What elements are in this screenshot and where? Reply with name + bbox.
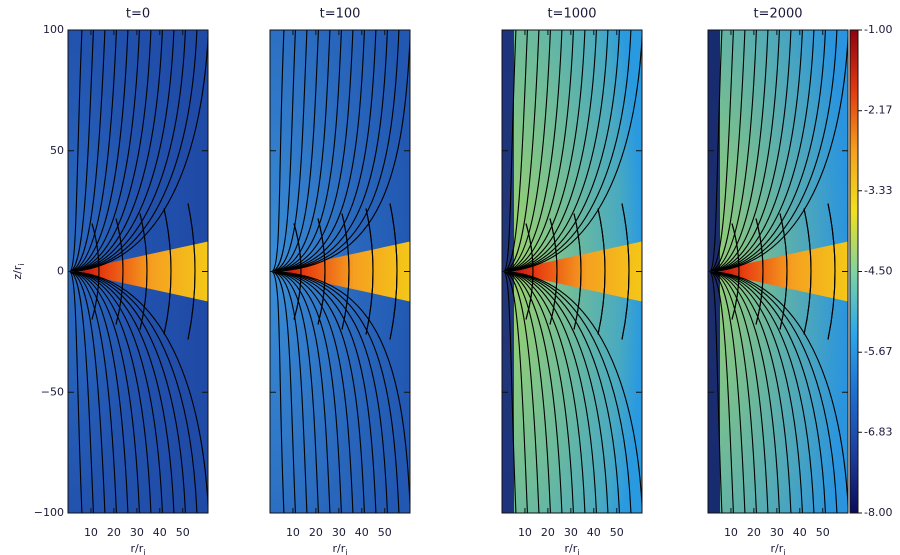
figure: t=01020304050r/ri−100−50050100z/rit=1001…	[0, 0, 900, 555]
x-tick-label: 10	[518, 526, 532, 539]
label-main: r/r	[771, 542, 784, 555]
panel	[708, 28, 849, 515]
panel	[502, 28, 643, 515]
x-tick-label: 30	[770, 526, 784, 539]
panel-title: t=0	[126, 7, 150, 22]
x-axis-label: r/ri	[333, 542, 348, 555]
x-axis-label: r/ri	[131, 542, 146, 555]
panel-title: t=2000	[753, 7, 802, 22]
y-tick-label: 100	[43, 23, 64, 36]
x-tick-label: 20	[309, 526, 323, 539]
colorbar	[850, 30, 858, 513]
label-main: r/r	[565, 542, 578, 555]
colorbar-tick-label: -3.33	[864, 184, 892, 197]
x-tick-label: 20	[107, 526, 121, 539]
x-tick-label: 30	[564, 526, 578, 539]
x-axis-label: r/ri	[771, 542, 786, 555]
panel	[68, 28, 209, 515]
x-tick-label: 10	[724, 526, 738, 539]
x-tick-label: 10	[84, 526, 98, 539]
label-main: r/r	[333, 542, 346, 555]
colorbar-tick-label: -2.17	[864, 104, 892, 117]
x-tick-label: 30	[332, 526, 346, 539]
y-tick-label: 50	[50, 144, 64, 157]
label-main: z/r	[11, 265, 24, 279]
label-sub: i	[783, 548, 785, 555]
y-tick-label: 0	[57, 265, 64, 278]
colorbar-tick-label: -4.50	[864, 265, 892, 278]
x-tick-label: 30	[130, 526, 144, 539]
x-tick-label: 20	[541, 526, 555, 539]
label-main: r/r	[131, 542, 144, 555]
x-tick-label: 40	[355, 526, 369, 539]
label-sub: i	[143, 548, 145, 555]
panel-title: t=100	[320, 7, 361, 22]
x-tick-label: 40	[793, 526, 807, 539]
x-tick-label: 50	[816, 526, 830, 539]
colorbar-tick-label: -8.00	[864, 506, 892, 519]
panel-title: t=1000	[547, 7, 596, 22]
label-sub: i	[577, 548, 579, 555]
panel	[270, 28, 411, 515]
x-tick-label: 40	[153, 526, 167, 539]
colorbar-tick-label: -6.83	[864, 425, 892, 438]
x-tick-label: 50	[176, 526, 190, 539]
x-axis-label: r/ri	[565, 542, 580, 555]
x-tick-label: 50	[610, 526, 624, 539]
label-sub: i	[345, 548, 347, 555]
colorbar-tick-label: -1.00	[864, 23, 892, 36]
colorbar-tick-label: -5.67	[864, 345, 892, 358]
label-sub: i	[17, 263, 26, 265]
x-tick-label: 20	[747, 526, 761, 539]
x-tick-label: 10	[286, 526, 300, 539]
x-tick-label: 50	[378, 526, 392, 539]
x-tick-label: 40	[587, 526, 601, 539]
y-axis-label: z/ri	[11, 263, 26, 279]
y-tick-label: −50	[41, 385, 64, 398]
y-tick-label: −100	[34, 506, 64, 519]
